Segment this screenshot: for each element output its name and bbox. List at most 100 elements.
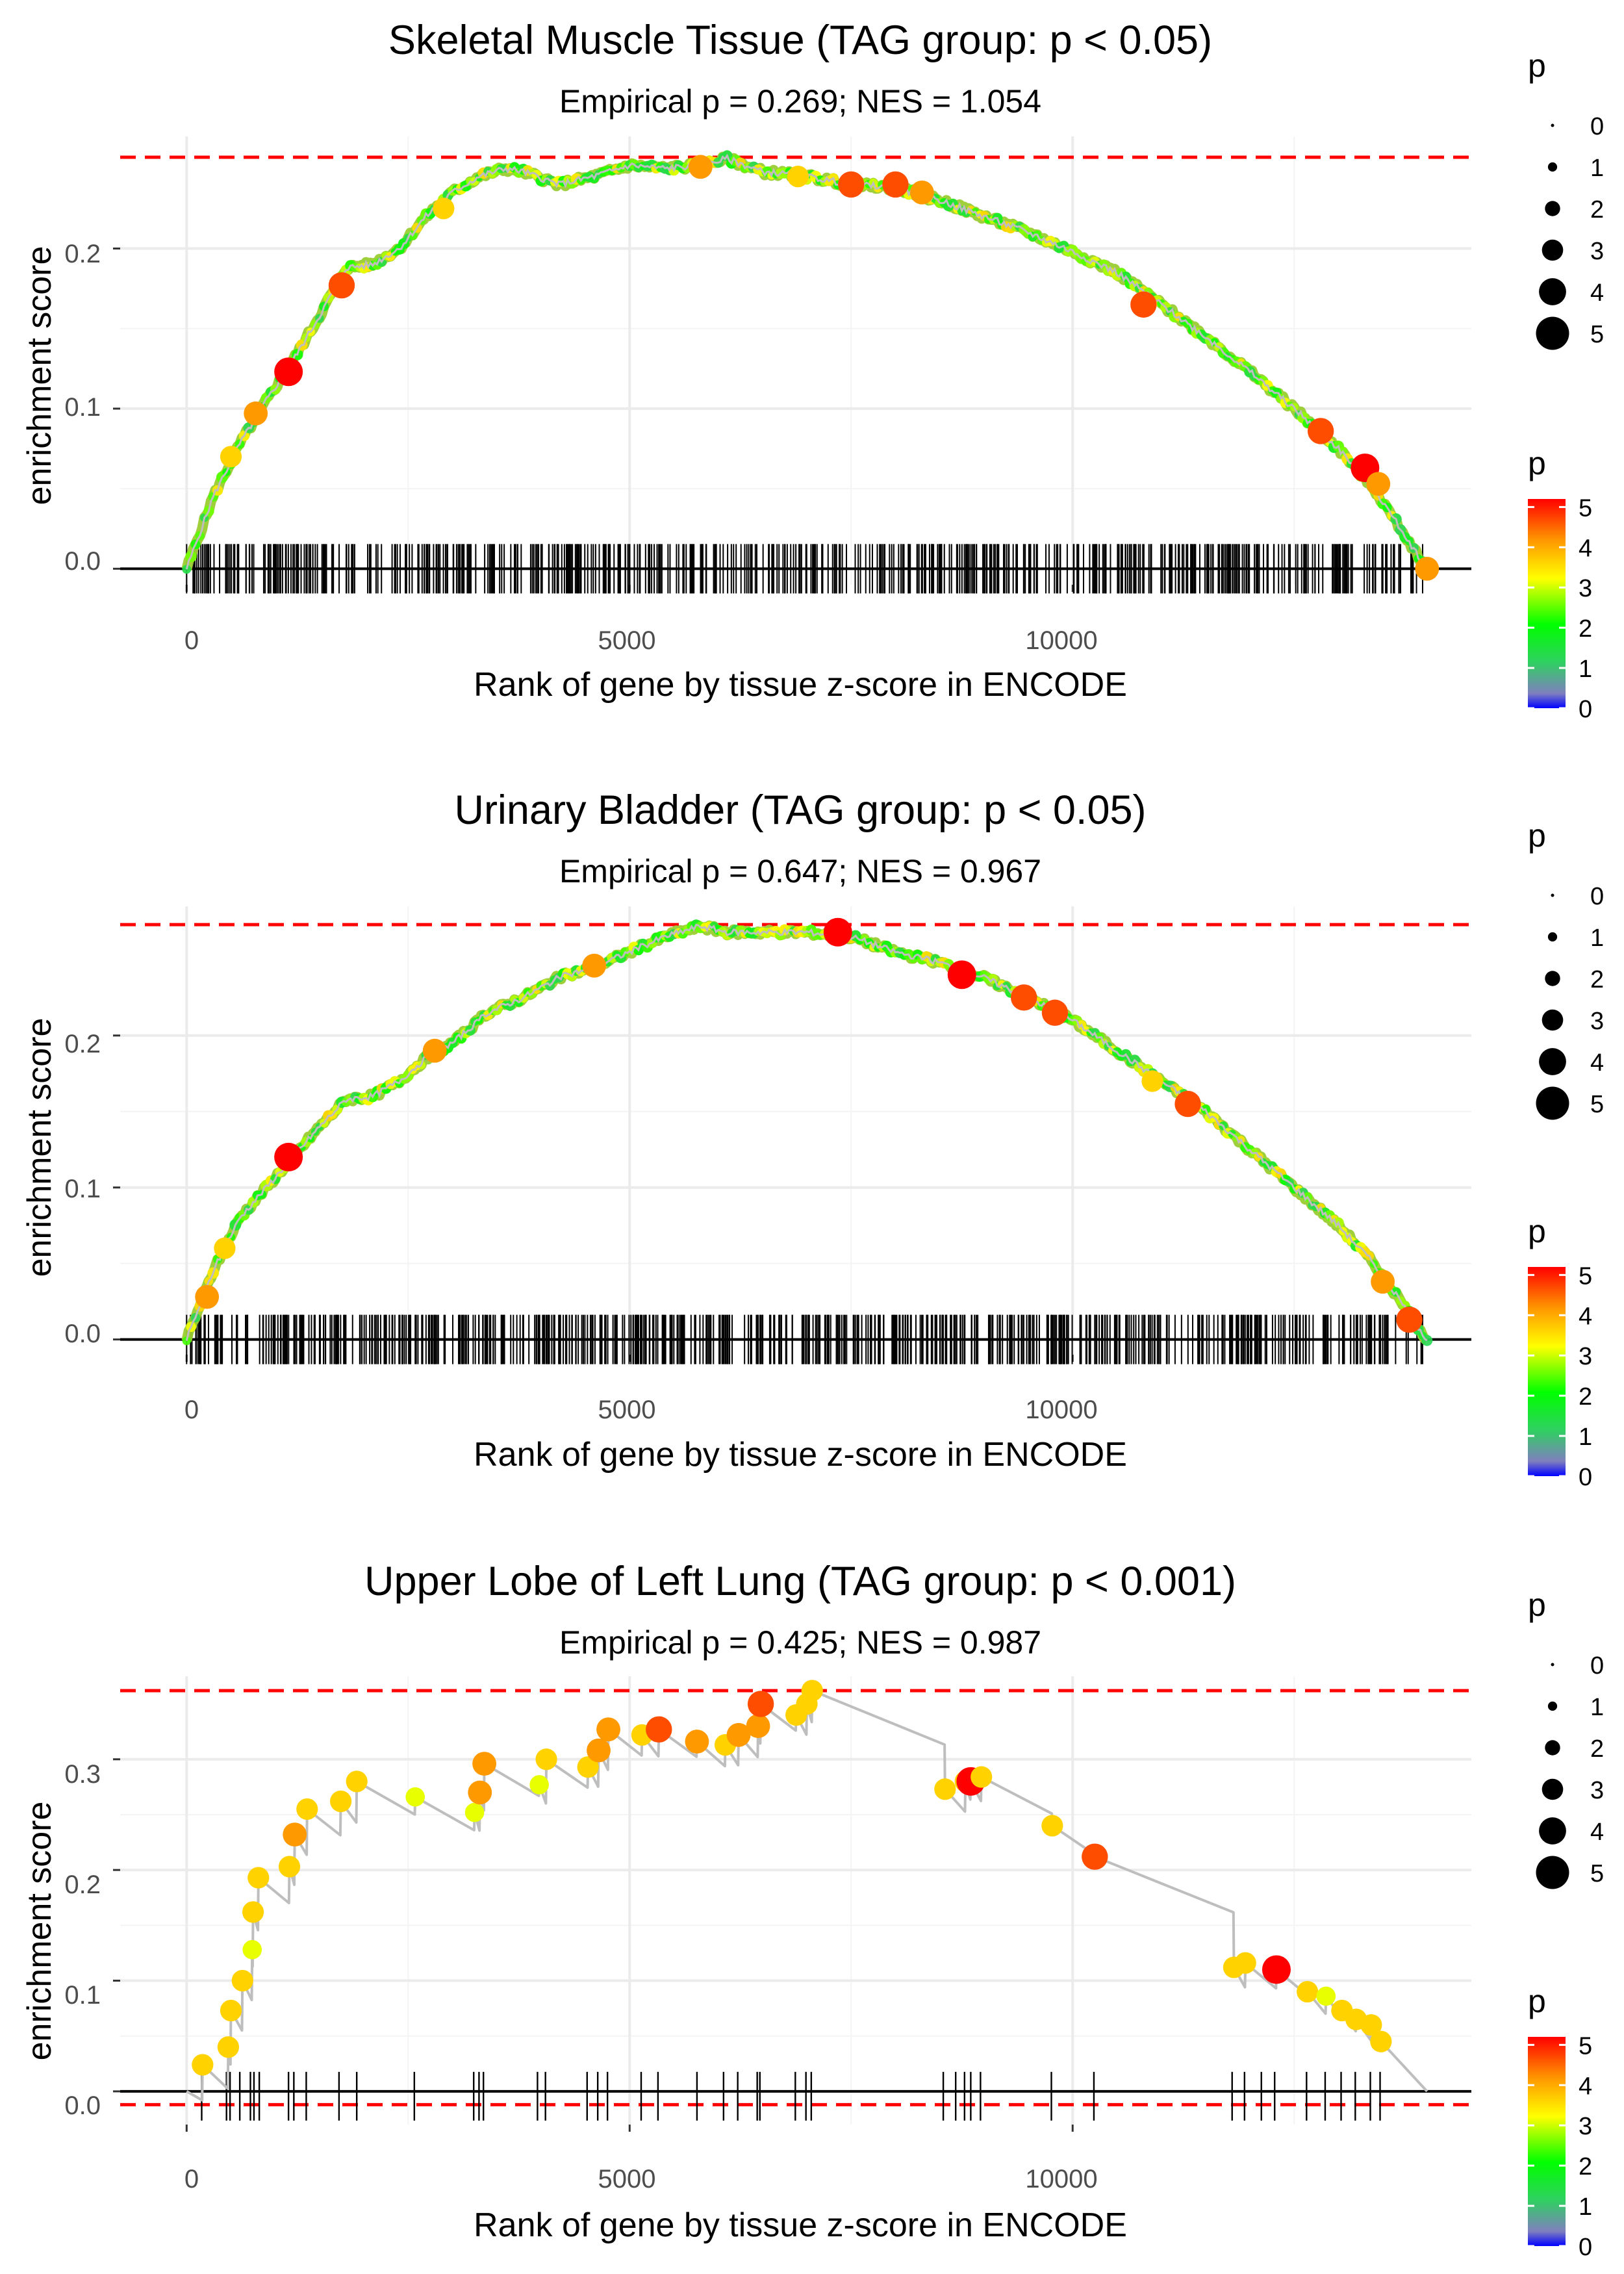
size-legend-label: 2: [1590, 1735, 1604, 1763]
panel-1: Skeletal Muscle Tissue (TAG group: p < 0…: [21, 18, 1471, 704]
es-point: [934, 1778, 956, 1800]
color-legend-title: p: [1528, 1213, 1546, 1249]
highlight-points: [195, 917, 1423, 1333]
size-legend-title: p: [1528, 1587, 1546, 1623]
size-legend-label: 5: [1590, 1860, 1604, 1887]
es-point: [688, 155, 713, 179]
y-axis-title: enrichment score: [21, 1802, 58, 2061]
es-point: [1370, 2030, 1392, 2052]
legend-panel-3: p 0 1 2 3 4 5 p 0 1 2 3 4 5: [1528, 1587, 1604, 2261]
es-point: [422, 1038, 447, 1063]
chart-subtitle: Empirical p = 0.269; NES = 1.054: [559, 83, 1041, 120]
size-key: [1536, 1856, 1569, 1889]
size-legend-label: 3: [1590, 1008, 1604, 1035]
size-key: [1542, 239, 1564, 261]
color-legend-label: 1: [1579, 1424, 1592, 1451]
color-legend-label: 4: [1579, 1303, 1592, 1330]
es-point: [278, 1856, 301, 1878]
es-point: [182, 565, 192, 574]
es-point: [1041, 999, 1069, 1026]
color-legend-label: 0: [1579, 696, 1592, 723]
es-point: [587, 1738, 611, 1763]
es-point: [1307, 418, 1334, 444]
size-key: [1547, 1701, 1558, 1711]
es-point: [1082, 1843, 1108, 1870]
size-legend: 0 1 2 3 4 5: [1536, 1652, 1604, 1889]
es-point: [1262, 1955, 1291, 1984]
color-legend-label: 4: [1579, 535, 1592, 562]
x-axis-title: Rank of gene by tissue z-score in ENCODE: [474, 666, 1127, 704]
size-legend-label: 1: [1590, 1694, 1604, 1721]
es-point: [247, 1867, 270, 1889]
es-point: [787, 166, 809, 188]
chart-subtitle: Empirical p = 0.425; NES = 0.987: [559, 1624, 1041, 1661]
size-legend-label: 1: [1590, 155, 1604, 182]
color-legend-label: 0: [1579, 1464, 1592, 1491]
size-legend-label: 0: [1590, 1652, 1604, 1680]
es-point: [838, 171, 865, 198]
color-legend-label: 5: [1579, 1262, 1592, 1290]
x-tick-label: 10000: [1025, 626, 1097, 655]
chart-title: Skeletal Muscle Tissue (TAG group: p < 0…: [388, 18, 1212, 63]
colorbar: [1528, 2037, 1566, 2246]
legend-panel-1: p 0 1 2 3 4 5 p 0 1 2 3 4 5: [1528, 47, 1604, 723]
size-key: [1551, 1663, 1554, 1667]
es-point: [214, 1237, 236, 1259]
size-legend-label: 0: [1590, 883, 1604, 910]
es-point: [244, 401, 268, 426]
size-key: [1547, 162, 1558, 172]
running-es-dots: [181, 919, 1433, 1346]
x-tick-label: 0: [184, 1396, 199, 1424]
es-point: [192, 2054, 214, 2076]
size-legend-label: 4: [1590, 279, 1604, 307]
es-point: [283, 1822, 307, 1847]
es-point: [1366, 472, 1391, 496]
es-point: [330, 1790, 352, 1813]
plot-area: [113, 136, 1471, 594]
es-point: [596, 1717, 620, 1742]
es-point: [971, 1766, 993, 1788]
es-point: [405, 1787, 425, 1807]
size-legend-title: p: [1528, 47, 1546, 84]
size-legend-label: 3: [1590, 1777, 1604, 1804]
x-tick-label: 5000: [598, 626, 656, 655]
color-legend-label: 0: [1579, 2234, 1592, 2261]
x-axis-title: Rank of gene by tissue z-score in ENCODE: [474, 2206, 1127, 2244]
es-point: [1234, 1952, 1256, 1974]
color-legend-label: 2: [1579, 615, 1592, 643]
size-legend-label: 2: [1590, 966, 1604, 993]
es-point: [274, 1142, 303, 1171]
color-legend-label: 1: [1579, 656, 1592, 683]
es-point: [529, 1775, 549, 1795]
colorbar: [1528, 499, 1566, 708]
es-point: [1371, 1270, 1395, 1294]
chart-title: Urinary Bladder (TAG group: p < 0.05): [454, 787, 1146, 833]
color-legend-label: 4: [1579, 2073, 1592, 2100]
es-point: [472, 1752, 496, 1776]
es-point: [1297, 1980, 1319, 2003]
x-tick-label: 0: [184, 626, 199, 655]
es-point: [1415, 556, 1440, 581]
color-legend-label: 3: [1579, 1343, 1592, 1370]
x-tick-label: 0: [184, 2165, 199, 2193]
es-point: [217, 2036, 239, 2058]
es-point: [220, 446, 242, 468]
chart-subtitle: Empirical p = 0.647; NES = 0.967: [559, 853, 1041, 889]
size-legend-title: p: [1528, 817, 1546, 854]
es-point: [747, 1691, 774, 1717]
size-key: [1545, 1740, 1560, 1756]
color-legend-title: p: [1528, 445, 1546, 481]
x-tick-label: 10000: [1025, 2165, 1097, 2193]
es-point: [1360, 2014, 1382, 2036]
size-key: [1551, 123, 1554, 127]
size-legend-label: 3: [1590, 238, 1604, 265]
hit-marks: [201, 2071, 1381, 2121]
color-legend: 0 1 2 3 4 5: [1528, 1262, 1592, 1491]
y-tick-label: 0.1: [64, 393, 101, 422]
size-key: [1536, 1086, 1569, 1120]
es-curve-line: [185, 153, 1428, 570]
es-point: [433, 198, 455, 220]
es-point: [346, 1770, 368, 1793]
es-curve-band: [181, 919, 1430, 1345]
